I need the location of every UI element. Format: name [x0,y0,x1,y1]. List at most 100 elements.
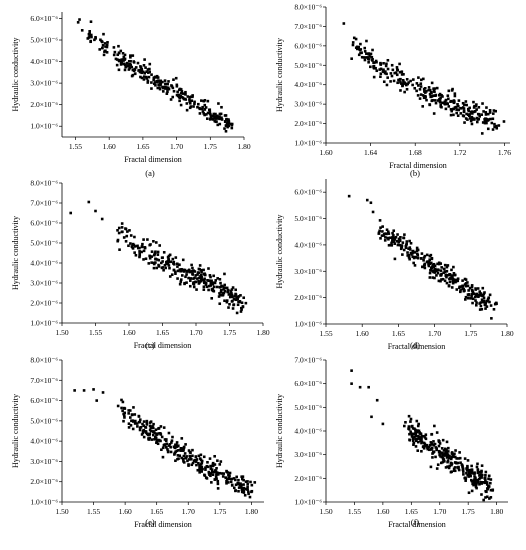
data-point [404,243,408,247]
data-point [167,257,170,261]
data-point [188,270,191,274]
data-point [379,237,382,240]
data-point [410,424,414,428]
data-point [423,266,427,270]
data-point [164,87,167,90]
data-point [380,234,384,237]
data-point [241,305,245,309]
x-axis-title: Fractal dimension [388,520,446,529]
data-point [190,99,194,102]
data-point [136,61,140,65]
data-point [221,285,225,288]
data-point [140,67,144,71]
data-point [483,477,486,480]
data-point [116,229,119,232]
data-point [219,289,223,292]
data-point [87,36,91,39]
data-point [430,99,434,103]
data-point [441,452,444,455]
data-point [427,88,430,92]
data-point [144,426,148,429]
data-point [456,461,460,465]
data-point [218,463,222,466]
data-point [478,470,481,474]
data-point [202,288,206,291]
data-point [429,269,433,272]
data-point [417,84,420,87]
data-point [428,443,432,447]
data-point [386,76,389,79]
data-point [439,279,442,283]
data-point [120,226,124,229]
data-point [185,108,189,112]
data-point [375,398,379,402]
data-point [119,63,123,66]
data-point [424,433,428,436]
data-point [369,52,373,56]
data-point [243,493,247,497]
data-point [370,59,374,62]
data-point [179,278,183,281]
data-point [432,443,436,447]
data-point [438,442,442,445]
data-point [422,445,425,448]
data-point [427,86,431,89]
data-point [475,465,479,469]
data-point [148,433,151,436]
data-point [150,438,153,441]
data-point [464,117,468,120]
data-point [195,463,198,467]
data-point [142,435,146,439]
data-point [234,489,237,492]
x-axis-title: Fractal dimension [124,155,182,164]
x-axis-title: Fractal dimension [134,520,192,529]
data-point [474,104,478,108]
data-point [181,274,184,277]
data-point [217,295,221,298]
data-point [414,437,417,441]
data-point [406,82,410,86]
data-point [423,262,427,266]
data-point [154,241,158,244]
data-point [407,81,410,84]
data-point [179,95,183,98]
data-point [443,100,447,104]
data-point [476,479,480,483]
data-point [446,273,449,277]
data-point [438,92,442,96]
data-point [134,419,137,423]
data-point [413,264,417,267]
data-point [234,478,237,482]
data-point [450,286,454,289]
data-point [488,111,492,114]
data-point [142,258,145,261]
data-point [189,279,192,282]
data-point [422,77,425,81]
data-point [208,473,211,477]
data-point [484,117,488,121]
data-point [170,439,174,442]
x-tick-label: 1.65 [392,329,405,338]
data-point [487,296,491,299]
data-point [209,464,212,468]
data-point [388,236,392,240]
data-point [409,430,412,434]
data-point [122,419,125,423]
data-point [472,106,476,109]
data-point [387,243,391,247]
data-point [127,68,131,71]
data-point [141,242,144,246]
data-point [233,294,237,298]
data-point [218,122,222,126]
data-point [189,455,192,459]
data-point [489,478,493,481]
data-point [216,479,220,483]
data-point [124,65,127,69]
data-point [152,430,155,433]
data-point [133,245,137,248]
data-point [223,299,226,303]
data-point [191,282,195,285]
data-point [370,55,374,59]
data-point [474,288,478,291]
data-point [129,424,133,427]
